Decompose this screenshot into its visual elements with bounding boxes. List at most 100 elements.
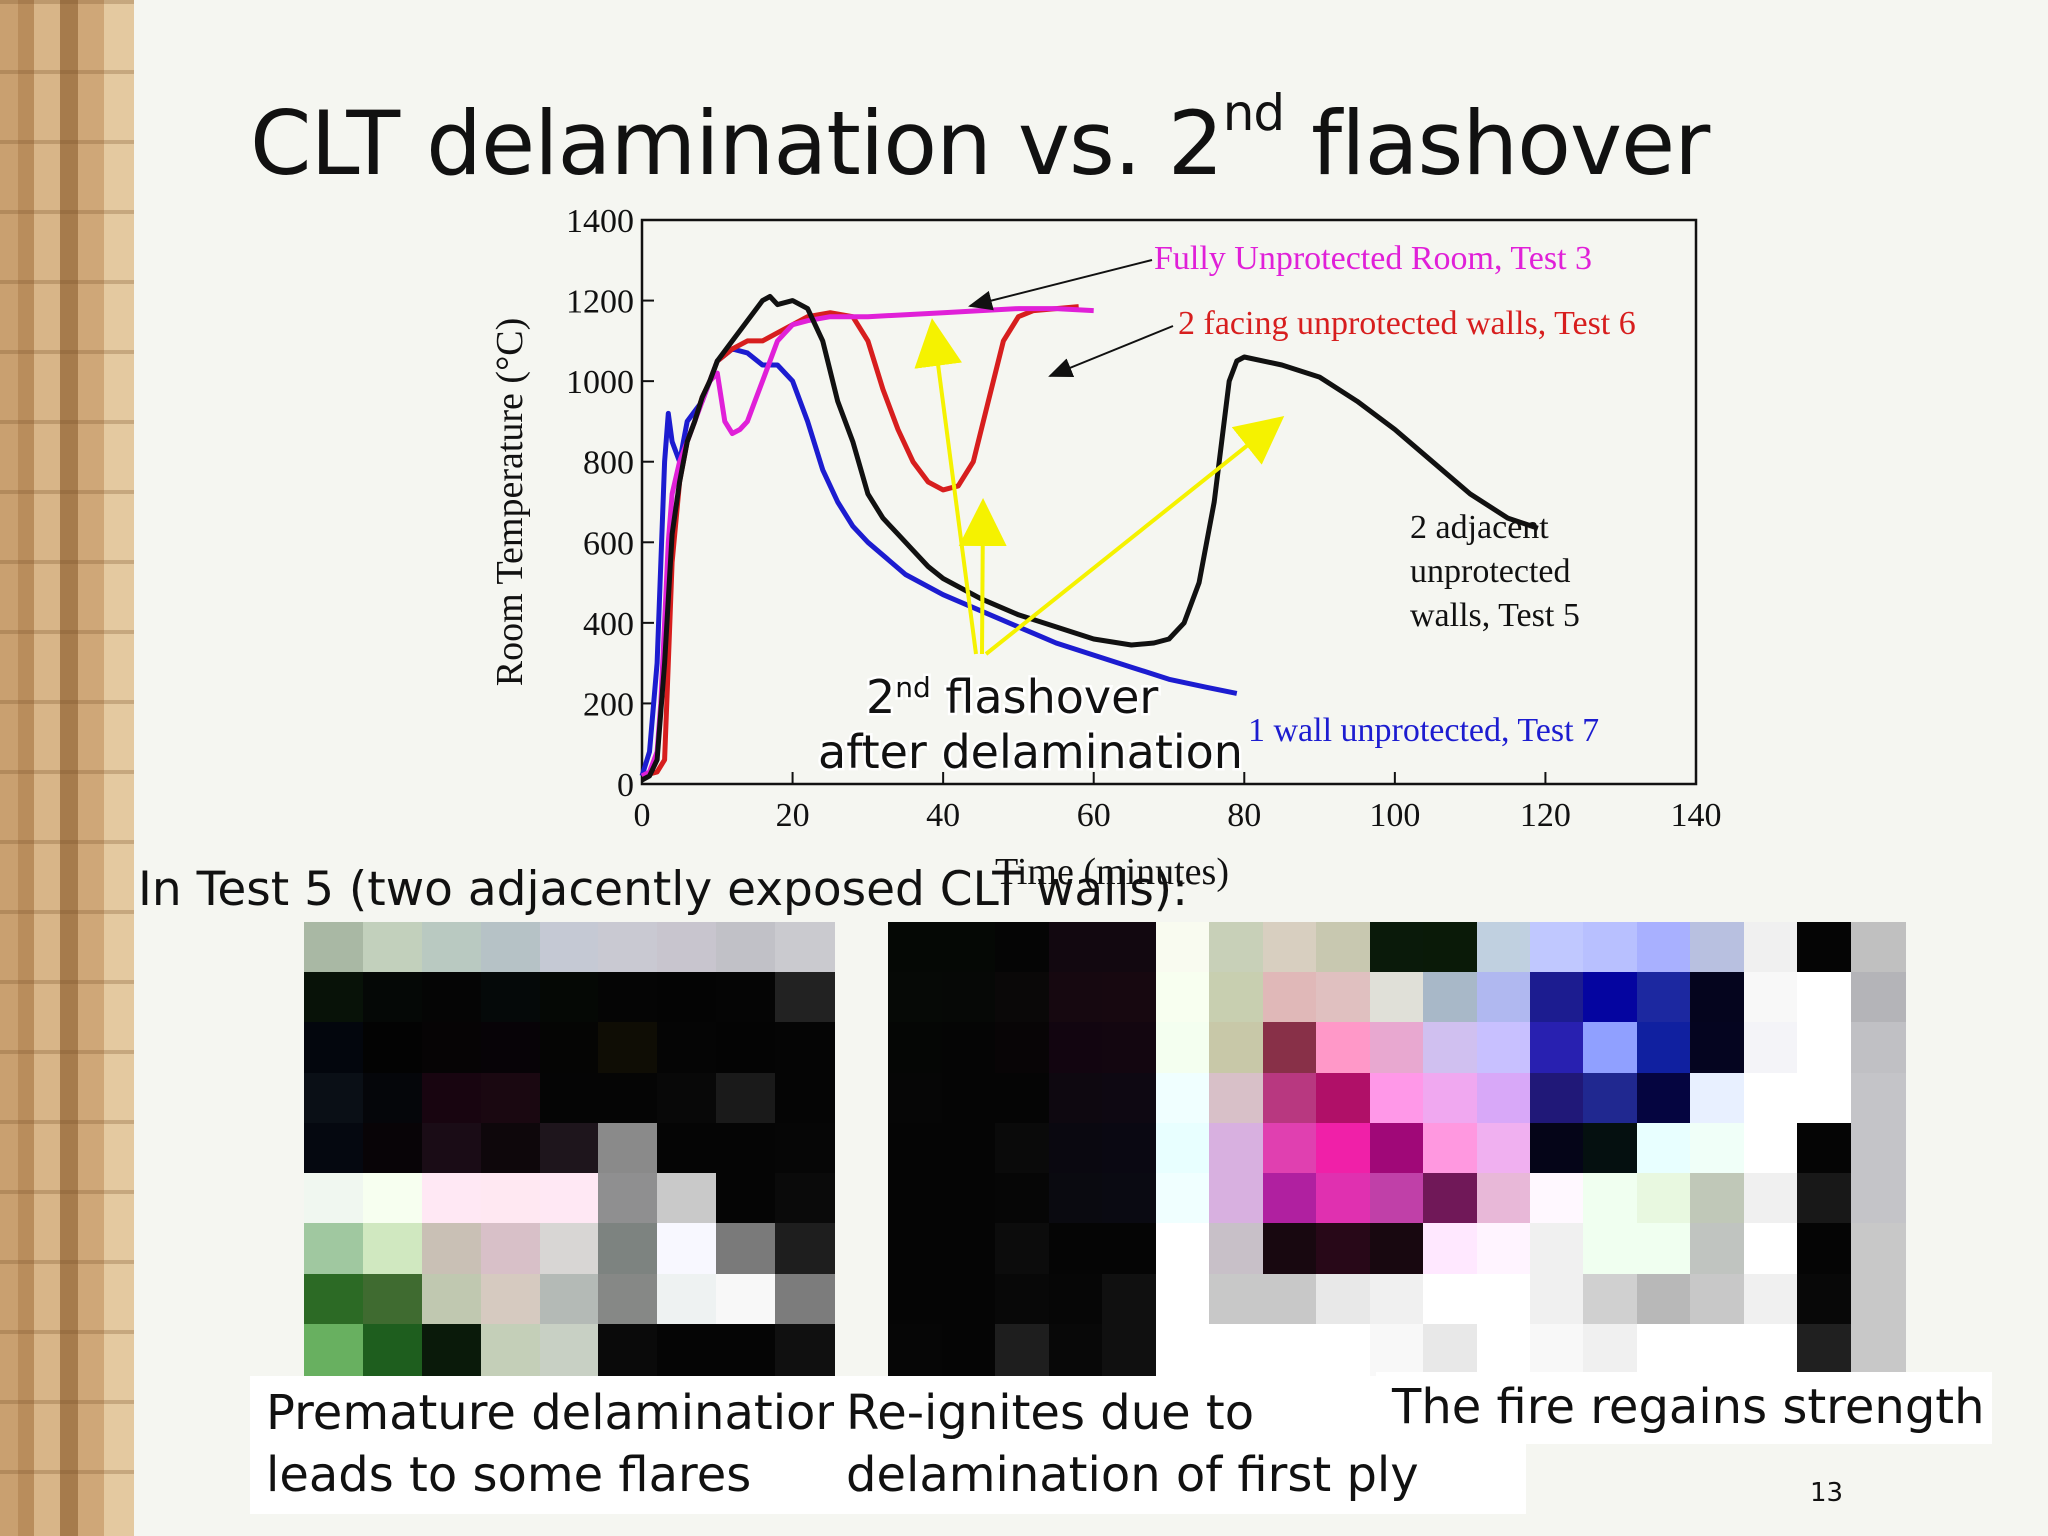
photo-pixel: [775, 1072, 836, 1125]
flashover-annotation-line2: after delamination: [818, 725, 1243, 779]
photo-pixel: [941, 1273, 997, 1326]
photo-pixel: [1530, 1273, 1585, 1326]
flashover-annotation: 2nd flashover: [866, 670, 1158, 724]
photo-pixel: [1797, 1022, 1853, 1075]
photo-pixel: [1423, 1072, 1479, 1125]
photo-pixel: [1102, 922, 1158, 974]
x-tick-label: 80: [1227, 797, 1261, 834]
photo-pixel: [1316, 1122, 1372, 1175]
photo-pixel: [1369, 972, 1425, 1025]
label-test5-line1: 2 adjacent: [1410, 509, 1549, 546]
photo-pixel: [1102, 1273, 1158, 1326]
photo-pixel: [1316, 922, 1372, 974]
photo-pixel: [598, 1173, 659, 1226]
photo-pixel: [480, 1273, 541, 1326]
photo-pixel: [1476, 1323, 1532, 1376]
photo-pixel: [1316, 1022, 1372, 1075]
photo-pixel: [1209, 1323, 1265, 1376]
photo-pixel: [716, 922, 777, 974]
photo-pixel: [539, 1122, 600, 1175]
photo-pixel: [775, 1223, 836, 1276]
photo-pixel: [1690, 922, 1746, 974]
photo-pixel: [1262, 972, 1318, 1025]
photo-pixel: [1850, 1273, 1906, 1326]
photo-pixel: [421, 1223, 482, 1276]
photo-pixel: [1423, 1022, 1479, 1075]
photo-pixel: [1690, 1072, 1746, 1125]
slide-title: CLT delamination vs. 2nd flashover: [250, 84, 1710, 195]
test5-heading: In Test 5 (two adjacently exposed CLT wa…: [138, 862, 1188, 917]
photo-pixel: [421, 1273, 482, 1326]
pointer-test6: [1048, 325, 1174, 377]
photo-pixel: [480, 1223, 541, 1276]
photo-pixel: [1530, 922, 1585, 974]
photo-pixel: [1209, 1273, 1265, 1326]
photo-pixel: [1583, 1122, 1639, 1175]
photo-pixel: [1690, 1122, 1746, 1175]
y-tick-label: 1000: [566, 364, 634, 401]
photo-pixel: [1102, 972, 1158, 1025]
y-tick-label: 1400: [566, 203, 634, 240]
caption-premature-delamination: Premature delamination leads to some fla…: [250, 1376, 850, 1514]
photo-pixel: [1690, 972, 1746, 1025]
photo-pixel: [1583, 1173, 1639, 1226]
photo-pixel: [1102, 1223, 1158, 1276]
y-tick-label: 200: [583, 686, 634, 723]
photo-pixel: [1583, 922, 1639, 974]
photo-pixel: [304, 1022, 364, 1075]
photo-pixel: [1476, 1223, 1532, 1276]
caption-line: delamination of first ply: [846, 1447, 1419, 1503]
photo-pixel: [539, 1223, 600, 1276]
photo-pixel: [1316, 1273, 1372, 1326]
photo-pixel: [657, 1323, 718, 1376]
photo-pixel: [1262, 1223, 1318, 1276]
caption-line: Premature delamination: [266, 1385, 846, 1441]
series-line-3: [640, 294, 1539, 783]
fire-photo-premature-delamination: [304, 922, 836, 1376]
photo-pixel: [888, 1223, 943, 1276]
photo-pixel: [775, 1273, 836, 1326]
photo-pixel: [1476, 1122, 1532, 1175]
photo-pixel: [1583, 1223, 1639, 1276]
photo-pixel: [1262, 1072, 1318, 1125]
photo-pixel: [1690, 1223, 1746, 1276]
photo-pixel: [716, 1323, 777, 1376]
photo-pixel: [1743, 1122, 1799, 1175]
photo-pixel: [1369, 1273, 1425, 1326]
caption-line: leads to some flares: [266, 1447, 752, 1503]
photo-pixel: [716, 1173, 777, 1226]
photo-pixel: [941, 1022, 997, 1075]
photo-pixel: [421, 1072, 482, 1125]
photo-pixel: [1156, 1122, 1211, 1175]
photo-pixel: [304, 922, 364, 974]
photo-pixel: [1797, 922, 1853, 974]
photo-pixel: [1797, 1273, 1853, 1326]
photo-pixel: [1797, 1223, 1853, 1276]
photo-pixel: [1583, 972, 1639, 1025]
photo-pixel: [657, 1223, 718, 1276]
flashover-arrow-2: [958, 498, 1007, 655]
photo-pixel: [1369, 1122, 1425, 1175]
photo-pixel: [1690, 1323, 1746, 1376]
photo-pixel: [1797, 1072, 1853, 1125]
photo-pixel: [888, 972, 943, 1025]
photo-pixel: [1316, 1173, 1372, 1226]
photo-pixel: [1850, 922, 1906, 974]
temperature-chart: 0 20 40 60 80 100 120 140 0 200 400 600 800 1000 1200…: [489, 203, 1722, 893]
photo-pixel: [1262, 1122, 1318, 1175]
photo-pixel: [598, 1072, 659, 1125]
photo-pixel: [362, 1173, 423, 1226]
photo-pixel: [995, 1323, 1051, 1376]
photo-pixel: [1636, 972, 1692, 1025]
x-tick-label: 20: [776, 797, 810, 834]
photo-pixel: [598, 1273, 659, 1326]
photo-pixel: [1048, 1022, 1104, 1075]
photo-pixel: [304, 972, 364, 1025]
photo-pixel: [1156, 1223, 1211, 1276]
label-test6: 2 facing unprotected walls, Test 6: [1178, 305, 1636, 342]
photo-pixel: [362, 1022, 423, 1075]
photo-pixel: [1156, 972, 1211, 1025]
photo-pixel: [1423, 922, 1479, 974]
photo-pixel: [1209, 1223, 1265, 1276]
photo-pixel: [1530, 1072, 1585, 1125]
